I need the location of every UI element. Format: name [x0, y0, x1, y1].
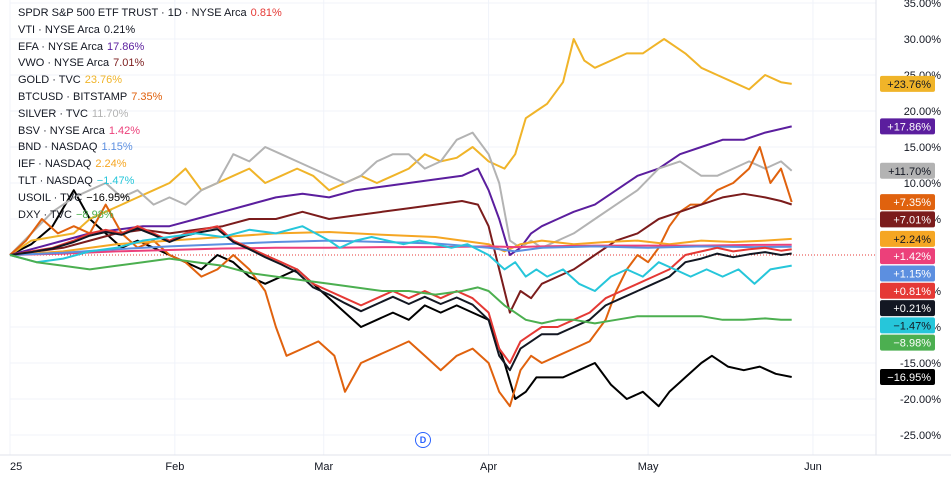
y-tick-label: 30.00%: [904, 34, 942, 46]
price-badge-label: +2.24%: [893, 234, 931, 246]
legend-value: 1.15%: [101, 141, 133, 154]
price-badge-dxy: [880, 334, 935, 351]
series-line-spy: [9, 225, 792, 364]
series-line-vti: [9, 227, 792, 372]
legend-value: 0.81%: [250, 7, 282, 19]
price-badge-label: +23.76%: [887, 79, 931, 91]
price-badge-tlt: [880, 317, 935, 334]
legend-entry[interactable]: DXY · TVC −8.98%: [18, 207, 282, 224]
legend-entry[interactable]: IEF · NASDAQ 2.24%: [18, 156, 282, 173]
price-badge-label: −1.47%: [893, 320, 931, 332]
legend-label: BND · NASDAQ: [18, 141, 98, 154]
x-tick-label: 25: [10, 461, 22, 473]
legend-entry[interactable]: BND · NASDAQ 1.15%: [18, 139, 282, 156]
legend-label: USOIL · TVC: [18, 191, 83, 204]
price-badge-label: +7.35%: [893, 197, 931, 209]
x-tick-label: Apr: [480, 461, 497, 473]
legend-label: SPDR S&P 500 ETF TRUST · 1D · NYSE Arca: [18, 7, 247, 19]
price-badge-silver: [880, 162, 935, 179]
legend-entry[interactable]: VTI · NYSE Arca 0.21%: [18, 22, 282, 39]
legend-label: TLT · NASDAQ: [18, 174, 93, 187]
y-tick-label: 35.00%: [904, 0, 942, 10]
price-badge-label: +0.81%: [893, 286, 931, 298]
chart-legend: SPDR S&P 500 ETF TRUST · 1D · NYSE Arca 0…: [18, 5, 282, 223]
series-line-tlt: [9, 225, 792, 292]
dividend-marker-icon[interactable]: D: [415, 432, 431, 448]
y-tick-label: 10.00%: [904, 178, 942, 190]
legend-label: VTI · NYSE Arca: [18, 23, 100, 36]
legend-value: 23.76%: [84, 74, 123, 87]
legend-label: GOLD · TVC: [18, 74, 81, 87]
price-badge-usoil: [880, 369, 935, 386]
legend-value: 17.86%: [106, 40, 145, 53]
legend-entry[interactable]: USOIL · TVC −16.95%: [18, 190, 282, 207]
x-tick-label: May: [638, 461, 659, 473]
series-line-dxy: [9, 254, 792, 325]
legend-label: DXY · TVC: [18, 208, 72, 221]
x-tick-label: Feb: [165, 461, 184, 473]
series-line-silver: [9, 131, 793, 256]
legend-label: SILVER · TVC: [18, 107, 88, 120]
legend-entry[interactable]: GOLD · TVC 23.76%: [18, 72, 282, 89]
price-badge-label: −8.98%: [893, 338, 931, 350]
price-badge-label: −16.95%: [887, 372, 931, 384]
legend-label: IEF · NASDAQ: [18, 158, 92, 171]
legend-value: −8.98%: [76, 208, 114, 221]
price-badge-label: +11.70%: [888, 166, 931, 178]
price-badge-label: +0.21%: [893, 303, 931, 315]
series-line-btcusd: [9, 146, 793, 408]
price-badge-label: +1.42%: [893, 251, 931, 263]
legend-value: 2.24%: [95, 158, 127, 171]
y-tick-label: 20.00%: [904, 106, 942, 118]
legend-value: 1.42%: [108, 124, 141, 137]
legend-label: EFA · NYSE Arca: [18, 40, 103, 53]
price-badge-ief: [880, 230, 935, 247]
price-badge-vwo: [880, 211, 935, 228]
price-badge-label: +1.15%: [893, 268, 931, 280]
series-line-ief: [9, 231, 792, 256]
legend-value: 0.21%: [103, 23, 136, 36]
legend-entry[interactable]: BTCUSD · BITSTAMP 7.35%: [18, 89, 282, 106]
y-tick-label: -20.00%: [900, 394, 941, 406]
price-badge-bsv: [880, 248, 935, 265]
price-badge-label: +17.86%: [887, 121, 931, 133]
legend-value: −16.95%: [86, 191, 130, 204]
legend-entry[interactable]: BSV · NYSE Arca 1.42%: [18, 123, 282, 140]
legend-value: 7.01%: [113, 57, 145, 70]
price-badge-gold: [880, 75, 935, 92]
legend-entry[interactable]: VWO · NYSE Arca 7.01%: [18, 55, 282, 72]
legend-value: 7.35%: [131, 90, 163, 103]
legend-value: 11.70%: [91, 107, 129, 120]
x-tick-label: Jun: [804, 461, 822, 473]
price-badge-label: +7.01%: [893, 214, 931, 226]
legend-value: −1.47%: [96, 174, 135, 187]
legend-label: VWO · NYSE Arca: [18, 57, 110, 70]
legend-label: BTCUSD · BITSTAMP: [18, 90, 128, 103]
legend-label: BSV · NYSE Arca: [18, 124, 105, 137]
price-badge-btcusd: [880, 194, 935, 211]
price-badge-spy: [880, 282, 935, 299]
x-tick-label: Mar: [314, 461, 333, 473]
legend-entry[interactable]: SILVER · TVC 11.70%: [18, 106, 282, 123]
y-tick-label: 15.00%: [904, 142, 942, 154]
price-badge-bnd: [880, 265, 935, 282]
price-badge-efa: [880, 118, 935, 135]
y-tick-label: -15.00%: [900, 358, 941, 370]
series-line-vwo: [9, 192, 793, 314]
series-line-bsv: [9, 243, 792, 256]
legend-entry[interactable]: EFA · NYSE Arca 17.86%: [18, 39, 282, 56]
legend-entry[interactable]: SPDR S&P 500 ETF TRUST · 1D · NYSE Arca 0…: [18, 5, 282, 22]
legend-entry[interactable]: TLT · NASDAQ −1.47%: [18, 173, 282, 190]
price-badge-vti: [880, 300, 935, 317]
y-tick-label: -25.00%: [900, 430, 941, 442]
